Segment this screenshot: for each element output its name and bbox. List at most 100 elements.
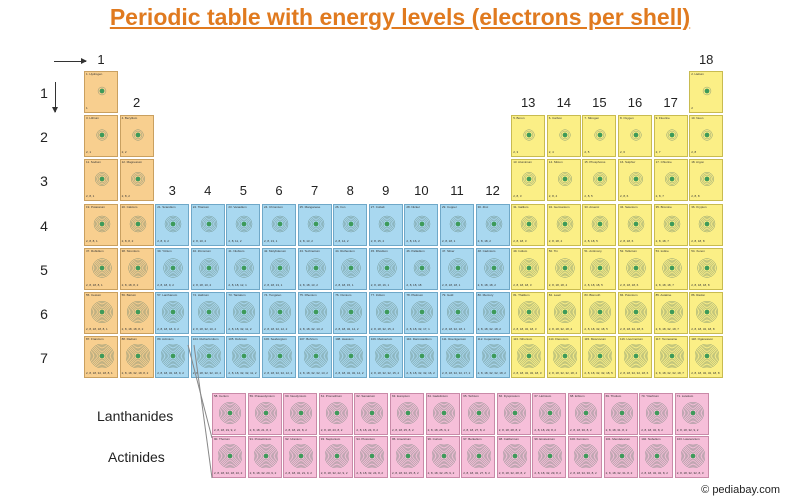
element-name: 4. Beryllium [121,116,138,121]
element-cell-tellurium: 52. Tellurium 2, 8, 18, 18, 6 [618,247,652,290]
atom-shell-diagram [663,215,680,232]
element-name: 14. Silicon [548,160,563,165]
group-direction-arrow [54,58,87,64]
element-name: 75. Rhenium [299,293,317,297]
electron-configuration: 2, 8, 18, 32, 18, 5 [584,327,608,331]
atom-shell-diagram [448,258,468,278]
group-label-11: 11 [450,183,464,198]
atom-shell-diagram [696,301,719,323]
electron-configuration: 2, 8, 16, 2 [406,238,420,243]
element-name: 50. Tin [548,248,558,253]
element-name: 12. Magnesium [121,160,143,165]
period-direction-arrow [52,82,58,113]
atom-shell-diagram [162,301,185,323]
electron-configuration: 2, 8, 18, 18, 6 [620,282,639,287]
element-cell-thulium: 69. Thulium 2, 8, 18, 31, 8, 2 [603,393,638,435]
element-cell-yttrium: 39. Yttrium 2, 8, 18, 9, 2 [155,247,190,290]
electron-configuration: 2, 8, 6 [620,194,629,199]
electron-configuration: 2, 8, 18, 18, 4 [548,282,568,287]
element-cell-vanadium: 23. Vanadium 2, 8, 11, 2 [226,203,261,246]
group-label-5: 5 [239,183,247,198]
electron-configuration: 2, 8, 8, 2 [121,238,134,243]
electron-configuration: 2, 8, 1 [86,194,95,199]
element-cell-antimony: 51. Antimony 2, 8, 18, 18, 5 [582,247,617,290]
period-label-7: 7 [40,350,48,367]
electron-configuration: 2, 8, 18, 32, 13, 2 [299,327,323,331]
element-name: 83. Bismuth [584,293,601,297]
element-name: 74. Tungsten [264,293,282,297]
electron-configuration: 2, 8, 18, 32, 18, 3 [513,327,537,331]
element-name: 6. Carbon [548,116,562,121]
electron-configuration: 2, 8, 18, 32, 17, 1 [406,327,430,331]
atom-shell-diagram [132,129,144,141]
electron-configuration: 2, 8, 18, 8 [691,238,705,243]
electron-configuration: 2, 8, 18, 32, 22, 9, 2 [320,471,348,475]
atom-shell-diagram [95,172,109,187]
atom-shell-diagram [197,301,220,323]
element-name: 110. Darmstadtium [406,337,432,342]
element-cell-molybdenum: 42. Molybdenum 2, 8, 18, 13, 1 [262,247,296,290]
element-name: 58. Cerium [214,394,229,398]
electron-configuration: 2, 8, 18, 32, 27, 8, 2 [463,471,490,475]
element-name: 113. Nihonium [513,337,533,342]
electron-configuration: 2, 8, 18, 24, 8, 2 [356,428,379,432]
atom-shell-diagram [414,259,431,276]
electron-configuration: 2, 8, 18, 29, 8, 2 [534,428,557,432]
element-name: 32. Germanium [548,204,570,209]
element-cell-helium: 2. Helium 2 [689,71,724,113]
element-name: 52. Tellurium [620,248,637,253]
element-cell-francium: 87. Francium 2, 8, 18, 32, 18, 8, 1 [84,336,118,379]
group-label-10: 10 [414,183,429,198]
element-name: 84. Polonium [620,293,638,297]
electron-configuration: 2, 8, 13, 2 [299,238,313,243]
atom-shell-diagram [306,258,326,278]
element-cell-indium: 49. Indium 2, 8, 18, 18, 3 [511,247,546,290]
atom-shell-diagram [681,402,704,424]
element-name: 2. Helium [691,72,704,76]
element-name: 65. Terbium [463,394,479,398]
element-cell-promethium: 61. Promethium 2, 8, 18, 23, 8, 2 [318,393,353,435]
element-name: 18. Argon [691,160,705,165]
atom-shell-diagram [271,215,289,232]
element-cell-curium: 96. Curium 2, 8, 18, 32, 25, 9, 2 [425,436,460,478]
atom-shell-diagram [360,444,385,468]
atom-shell-diagram [236,215,253,232]
atom-shell-diagram [695,344,720,369]
element-name: 43. Technetium [299,248,320,253]
element-cell-thorium: 90. Thorium 2, 8, 18, 32, 18, 10, 2 [212,436,246,478]
atom-shell-diagram [697,258,717,278]
atom-shell-diagram [325,402,348,424]
atom-shell-diagram [519,258,539,278]
atom-shell-diagram [662,258,682,278]
element-name: 107. Bohrium [299,337,318,342]
atom-shell-diagram [522,172,537,187]
element-cell-lead: 82. Lead 2, 8, 18, 32, 18, 4 [546,292,581,334]
electron-configuration: 2, 8, 18, 32, 32, 8, 2 [641,471,668,475]
electron-configuration: 2, 8, 18, 32, 9, 2 [676,428,699,432]
element-name: 104. Rutherfordium [192,337,219,342]
group-label-9: 9 [382,183,390,198]
element-name: 10. Neon [691,116,704,121]
electron-configuration: 2, 8, 18, 13, 1 [264,282,283,287]
element-cell-americium: 95. Americium 2, 8, 18, 32, 25, 8, 2 [390,436,424,478]
element-cell-astatine: 85. Astatine 2, 8, 18, 32, 18, 7 [653,292,688,334]
atom-shell-diagram [125,344,150,369]
atom-shell-diagram [129,215,146,232]
element-cell-zirconium: 40. Zirconium 2, 8, 18, 10, 2 [190,247,225,290]
element-name: 21. Scandium [157,204,176,209]
electron-configuration: 2, 8, 2 [121,194,130,199]
element-name: 85. Astatine [655,293,672,297]
electron-configuration: 2, 8, 18, 32, 32, 18, 2 [477,371,506,376]
element-name: 57. Lanthanum [157,293,178,297]
atom-shell-diagram [482,301,505,323]
electron-configuration: 2, 8, 8, 1 [86,238,98,243]
element-name: 42. Molybdenum [264,248,287,253]
element-name: 90. Thorium [214,437,230,441]
element-name: 54. Xenon [691,248,705,253]
electron-configuration: 2, 8, 18, 32, 15, 2 [370,327,395,331]
electron-configuration: 2, 8, 18, 32, 32, 18, 8 [691,371,720,376]
electron-configuration: 2, 8, 18, 32, 32, 10, 2 [192,371,222,376]
element-cell-radium: 88. Radium 2, 8, 18, 32, 18, 8, 2 [119,336,154,379]
atom-shell-diagram [447,301,469,323]
element-name: 29. Copper [442,204,457,209]
